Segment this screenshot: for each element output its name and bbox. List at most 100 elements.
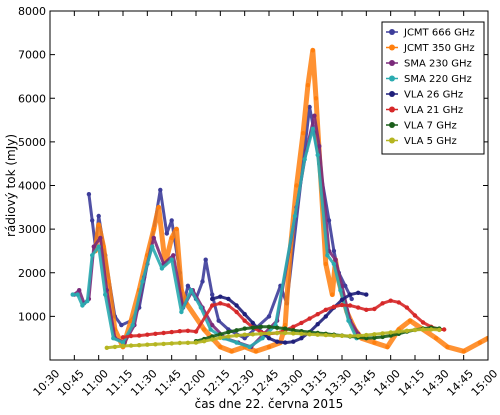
data-point bbox=[312, 113, 317, 118]
data-point bbox=[112, 344, 118, 350]
data-point bbox=[323, 314, 328, 319]
data-point bbox=[234, 340, 239, 345]
data-point bbox=[331, 304, 337, 309]
data-point bbox=[326, 218, 332, 223]
data-point bbox=[339, 333, 345, 338]
y-tick-label: 1000 bbox=[18, 310, 46, 323]
data-point bbox=[200, 279, 205, 284]
data-point bbox=[242, 318, 247, 323]
data-point bbox=[291, 328, 296, 333]
data-point bbox=[218, 294, 223, 299]
data-point bbox=[299, 336, 304, 341]
data-point bbox=[103, 292, 108, 297]
data-point bbox=[169, 257, 174, 262]
data-point bbox=[201, 327, 207, 332]
data-point bbox=[380, 334, 385, 340]
data-point bbox=[302, 157, 307, 162]
data-point bbox=[90, 218, 95, 223]
data-point bbox=[299, 320, 304, 326]
legend-item: VLA 7 GHz bbox=[386, 121, 457, 132]
data-point bbox=[193, 340, 199, 345]
data-point bbox=[315, 332, 320, 337]
data-point bbox=[333, 257, 338, 262]
data-point bbox=[266, 331, 272, 336]
data-point bbox=[130, 322, 135, 328]
x-axis-title: čas dne 22. června 2015 bbox=[195, 397, 344, 411]
data-point bbox=[185, 328, 191, 333]
legend-box bbox=[381, 21, 485, 155]
data-point bbox=[119, 322, 124, 328]
data-point bbox=[372, 332, 377, 337]
data-point bbox=[153, 342, 158, 347]
data-point bbox=[218, 301, 223, 306]
data-point bbox=[331, 248, 337, 254]
data-point bbox=[75, 292, 80, 297]
data-point bbox=[372, 335, 377, 340]
data-point bbox=[169, 235, 174, 241]
data-point bbox=[485, 336, 488, 341]
data-point bbox=[145, 332, 150, 337]
data-point bbox=[388, 333, 393, 338]
data-point bbox=[169, 218, 174, 223]
x-tick-label: 14:30 bbox=[420, 367, 452, 399]
data-point bbox=[412, 313, 418, 318]
data-point bbox=[429, 327, 434, 332]
data-point bbox=[171, 253, 176, 258]
data-point bbox=[161, 330, 166, 336]
data-point bbox=[169, 341, 174, 346]
data-point bbox=[283, 330, 288, 336]
data-point bbox=[169, 329, 174, 335]
data-point bbox=[330, 292, 335, 297]
data-point bbox=[226, 329, 231, 335]
legend-item: JCMT 666 GHz bbox=[386, 28, 475, 39]
plot-marks bbox=[70, 47, 488, 354]
data-point bbox=[331, 333, 337, 338]
data-point bbox=[86, 192, 92, 197]
data-point bbox=[177, 329, 182, 334]
data-point bbox=[216, 318, 221, 323]
legend-swatch bbox=[389, 44, 395, 51]
data-point bbox=[372, 340, 377, 345]
data-point bbox=[266, 336, 272, 341]
legend-item: VLA 26 GHz bbox=[386, 90, 463, 101]
legend-item: VLA 21 GHz bbox=[386, 105, 463, 116]
legend-swatch bbox=[389, 106, 395, 113]
data-point bbox=[310, 48, 315, 53]
data-point bbox=[291, 339, 296, 344]
x-tick-label: 10:45 bbox=[55, 367, 87, 399]
data-point bbox=[179, 309, 184, 315]
data-point bbox=[339, 302, 345, 308]
x-tick-label: 14:15 bbox=[396, 367, 428, 399]
data-point bbox=[380, 331, 385, 336]
legend-label: VLA 21 GHz bbox=[404, 105, 463, 116]
x-tick-label: 13:30 bbox=[323, 367, 355, 399]
data-point bbox=[177, 340, 182, 346]
data-point bbox=[477, 340, 483, 345]
data-point bbox=[315, 152, 320, 158]
y-tick-label: 7000 bbox=[18, 49, 46, 62]
data-point bbox=[404, 305, 410, 310]
data-point bbox=[91, 244, 97, 249]
data-point bbox=[420, 320, 426, 325]
data-point bbox=[210, 303, 215, 308]
data-point bbox=[331, 261, 337, 267]
data-point bbox=[283, 340, 288, 345]
data-point bbox=[218, 332, 223, 337]
data-point bbox=[300, 131, 306, 136]
legend-item: SMA 220 GHz bbox=[386, 74, 472, 85]
data-point bbox=[291, 331, 296, 336]
data-point bbox=[145, 342, 150, 347]
data-point bbox=[80, 303, 85, 308]
data-point bbox=[274, 325, 280, 330]
data-point bbox=[404, 328, 410, 333]
data-point bbox=[159, 266, 165, 271]
data-point bbox=[258, 324, 264, 329]
data-point bbox=[356, 305, 361, 310]
data-point bbox=[396, 329, 401, 334]
legend-label: SMA 220 GHz bbox=[404, 74, 472, 85]
data-point bbox=[364, 292, 369, 297]
data-point bbox=[111, 336, 116, 341]
legend-label: JCMT 350 GHz bbox=[403, 43, 475, 54]
data-point bbox=[307, 332, 312, 337]
data-point bbox=[234, 328, 239, 333]
